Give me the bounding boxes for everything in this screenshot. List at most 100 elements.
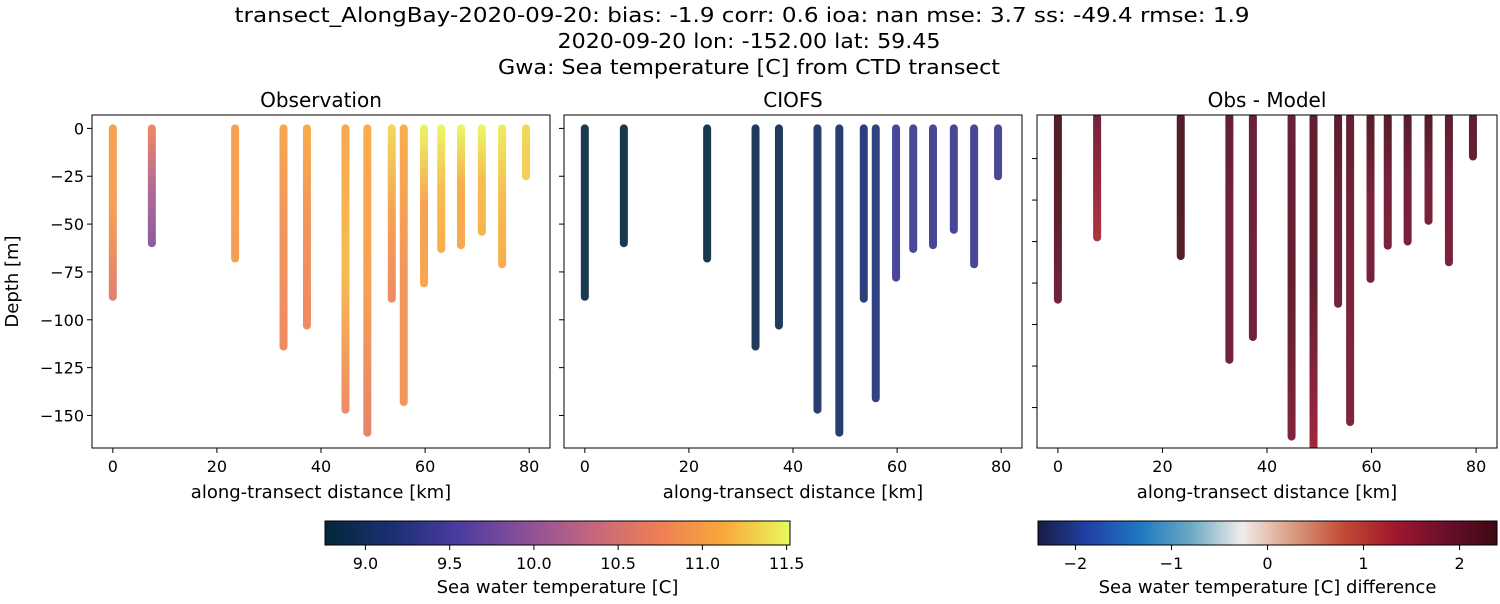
- x-tick-label: 60: [415, 457, 435, 476]
- colorbar-tick-label: 1: [1358, 554, 1368, 573]
- station-profile-14: [994, 124, 1003, 181]
- station-profile-0: [580, 124, 589, 301]
- x-axis-label: along-transect distance [km]: [663, 482, 923, 503]
- y-tick-label: −100: [40, 311, 84, 330]
- colorbar-tick-label: 9.5: [437, 554, 462, 573]
- station-profile-10: [909, 124, 918, 253]
- station-profile-8: [399, 124, 408, 407]
- colorbar-tick-label: −1: [1160, 554, 1184, 573]
- station-profile-7: [1334, 115, 1343, 308]
- station-profile-12: [477, 124, 486, 236]
- colorbar-label: Sea water temperature [C]: [437, 577, 679, 598]
- y-axis-label: Depth [m]: [2, 235, 23, 327]
- title-line-2: 2020-09-20 lon: -152.00 lat: 59.45: [558, 29, 941, 53]
- colorbar-tick-label: 0: [1262, 554, 1272, 573]
- station-profile-12: [949, 124, 958, 234]
- colorbar-tick-label: 10.0: [516, 554, 552, 573]
- colorbar-tick-label: 11.5: [769, 554, 805, 573]
- station-profile-6: [1309, 115, 1318, 448]
- station-profile-14: [1468, 115, 1477, 161]
- x-tick-label: 60: [1361, 457, 1381, 476]
- y-tick-label: −75: [50, 263, 84, 282]
- station-profile-6: [835, 124, 844, 437]
- x-tick-label: 0: [108, 457, 118, 476]
- station-profile-4: [302, 124, 311, 330]
- y-tick-label: 0: [74, 119, 84, 138]
- station-profile-4: [774, 124, 783, 330]
- title-line-3: Gwa: Sea temperature [C] from CTD transe…: [498, 55, 1000, 79]
- station-profile-9: [1366, 115, 1375, 283]
- station-profile-7: [387, 124, 396, 303]
- station-profile-8: [871, 124, 880, 403]
- x-tick-label: 20: [679, 457, 699, 476]
- station-profiles: [580, 124, 1003, 437]
- station-profile-11: [929, 124, 938, 250]
- colorbar-tick-label: 2: [1454, 554, 1464, 573]
- colorbar-tick-label: 10.5: [600, 554, 636, 573]
- x-tick-label: 20: [1152, 457, 1172, 476]
- station-profile-9: [892, 124, 901, 282]
- station-profile-3: [751, 124, 760, 351]
- station-profile-3: [1225, 115, 1234, 364]
- station-profile-2: [703, 124, 712, 263]
- station-profile-7: [859, 124, 868, 303]
- station-profile-10: [1383, 115, 1392, 250]
- station-profile-9: [420, 124, 429, 288]
- x-tick-label: 60: [887, 457, 907, 476]
- x-tick-label: 80: [1466, 457, 1486, 476]
- panel-title: Observation: [260, 88, 382, 112]
- station-profile-5: [341, 124, 350, 414]
- station-profile-8: [1346, 115, 1355, 427]
- panel-1: CIOFS 0 20 40 60 80 along-transect distance [k…: [559, 88, 1023, 503]
- station-profiles: [1053, 115, 1477, 448]
- colorbar-difference: −2 −1 0 1 2 Sea water temperature [C] differe…: [1037, 520, 1498, 598]
- x-tick-label: 80: [519, 457, 539, 476]
- station-profile-12: [1424, 115, 1433, 225]
- station-profile-1: [147, 124, 156, 248]
- station-profile-1: [1093, 115, 1102, 242]
- panel-title: CIOFS: [763, 88, 822, 112]
- x-tick-label: 80: [991, 457, 1011, 476]
- station-profiles: [108, 124, 531, 437]
- colorbar-bar: [1037, 520, 1498, 546]
- panel-0: Observation 0 20 40 60 80 along-transect dista…: [2, 88, 551, 503]
- station-profile-11: [1403, 115, 1412, 246]
- colorbar-tick-label: 9.0: [353, 554, 378, 573]
- station-profile-13: [970, 124, 979, 269]
- y-tick-label: −125: [40, 359, 84, 378]
- panel-2: Obs - Model 0 20 40 60 80 along-transect dista…: [1032, 88, 1498, 503]
- x-tick-label: 40: [783, 457, 803, 476]
- x-tick-label: 0: [580, 457, 590, 476]
- colorbar-label: Sea water temperature [C] difference: [1099, 577, 1437, 598]
- station-profile-3: [279, 124, 288, 351]
- station-profile-10: [437, 124, 446, 253]
- station-profile-5: [813, 124, 822, 414]
- station-profile-2: [1176, 115, 1185, 261]
- colorbar-temperature: 9.0 9.5 10.0 10.5 11.0 11.5 Sea water temperat…: [324, 520, 805, 598]
- colorbar-tick-label: −2: [1064, 554, 1088, 573]
- station-profile-13: [1444, 115, 1453, 267]
- y-tick-label: −150: [40, 406, 84, 425]
- y-tick-label: −50: [50, 215, 84, 234]
- colorbar-bar: [324, 520, 791, 546]
- station-profile-11: [457, 124, 466, 250]
- y-tick-label: −25: [50, 167, 84, 186]
- station-profile-6: [363, 124, 372, 437]
- colorbar-tick-label: 11.0: [685, 554, 721, 573]
- x-axis-label: along-transect distance [km]: [191, 482, 451, 503]
- station-profile-0: [1053, 115, 1062, 304]
- station-profile-13: [498, 124, 507, 269]
- x-tick-label: 40: [1257, 457, 1277, 476]
- x-tick-label: 40: [311, 457, 331, 476]
- station-profile-4: [1248, 115, 1257, 341]
- panel-title: Obs - Model: [1208, 88, 1327, 112]
- station-profile-0: [108, 124, 117, 301]
- x-tick-label: 20: [207, 457, 227, 476]
- station-profile-14: [522, 124, 531, 181]
- x-axis-label: along-transect distance [km]: [1137, 482, 1397, 503]
- station-profile-2: [231, 124, 240, 263]
- station-profile-5: [1287, 115, 1296, 441]
- station-profile-1: [619, 124, 628, 248]
- x-tick-label: 0: [1053, 457, 1063, 476]
